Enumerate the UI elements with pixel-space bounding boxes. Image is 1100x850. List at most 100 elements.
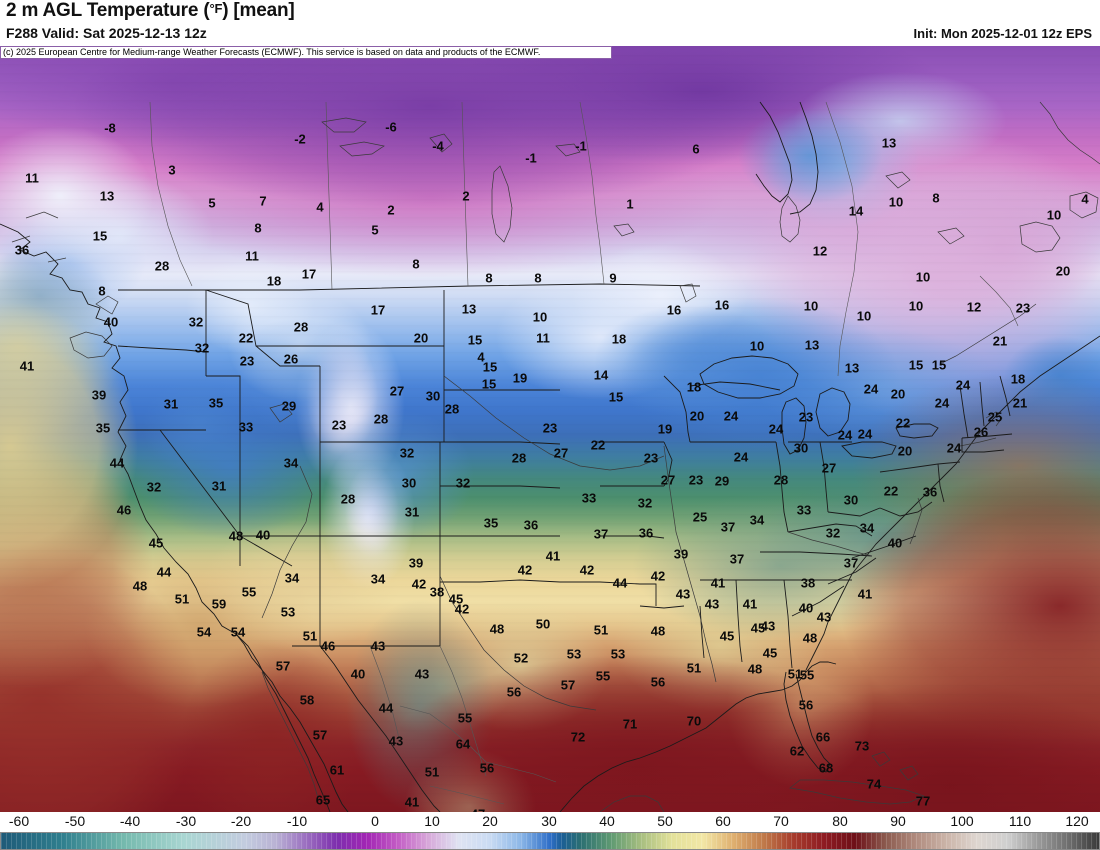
- border-ar-la: [640, 606, 684, 608]
- border-quebec-newbrunswick: [980, 276, 1018, 326]
- border-us-canada: [118, 284, 700, 290]
- colorbar-tick-labels: -60 -50 -40 -30 -20 -10 0 10 20 30 40 50 60 70 80 90 100…: [0, 812, 1100, 832]
- colorbar-tick: 120: [1065, 813, 1089, 829]
- border-ky-il-in-oh: [788, 524, 872, 536]
- lake-great-salt: [270, 404, 292, 422]
- colorbar-tick: 90: [890, 813, 906, 829]
- river-colorado: [262, 466, 312, 618]
- lake-erie: [842, 442, 896, 458]
- attribution-bar: (c) 2025 European Centre for Medium-rang…: [0, 46, 612, 59]
- coastline-inlet-1: [26, 212, 58, 218]
- page-title: 2 m AGL Temperature (°F) [mean]: [6, 0, 295, 22]
- colorbar[interactable]: [0, 832, 1100, 850]
- border-alberta-sask: [326, 102, 332, 290]
- border-il-in: [776, 442, 788, 532]
- lake-nipigon: [680, 284, 696, 302]
- border-in-oh: [820, 442, 828, 512]
- geography-overlay: [0, 46, 1100, 812]
- lake-great-slave: [322, 118, 366, 132]
- coastline-inlet-3: [48, 258, 66, 262]
- coastline-mexico-west: [320, 646, 440, 812]
- valid-time-label: F288 Valid: Sat 2025-12-13 12z: [6, 25, 207, 41]
- coastline-gulf-of-california: [262, 672, 318, 798]
- coastline-inlet-2: [12, 236, 30, 242]
- colorbar-tick: 20: [482, 813, 498, 829]
- river-mississippi: [664, 446, 716, 682]
- colorbar-tick: 100: [950, 813, 974, 829]
- lake-canada-misc-1: [556, 144, 580, 156]
- border-nc-va: [852, 536, 916, 558]
- border-ny-vt-nh: [960, 386, 968, 438]
- colorbar-panel: -60 -50 -40 -30 -20 -10 0 10 20 30 40 50 60 70 80 90 100…: [0, 812, 1100, 850]
- init-time-label: Init: Mon 2025-12-01 12z EPS: [913, 26, 1092, 41]
- border-mexico-states-2: [440, 646, 486, 776]
- colorbar-band-dividers: [1, 833, 1099, 849]
- border-nv-az: [240, 536, 292, 566]
- colorbar-tick: -50: [64, 813, 86, 829]
- page-title-text: 2 m AGL Temperature (: [6, 0, 210, 21]
- coastline-long-island: [960, 438, 996, 446]
- colorbar-tick: 60: [715, 813, 731, 829]
- coastline-baja: [236, 634, 330, 812]
- lake-huron: [816, 388, 850, 436]
- border-nh-me: [1000, 376, 1010, 416]
- border-ga-sc-nc: [792, 586, 844, 616]
- coastline-gulf: [560, 662, 836, 812]
- border-or-nv-id: [206, 376, 240, 430]
- coastline-vancouver-island: [70, 332, 112, 358]
- border-ma-ct-ri: [962, 434, 1012, 438]
- river-ohio: [788, 532, 872, 556]
- colorbar-tick: 110: [1008, 813, 1032, 829]
- coastline-cape-cod: [986, 412, 1002, 426]
- colorbar-tick: 40: [599, 813, 615, 829]
- border-ms-al: [736, 580, 742, 662]
- border-sc-nc: [828, 558, 876, 584]
- border-mexico-states-4: [430, 786, 504, 804]
- coastline-hudson-bay: [756, 102, 792, 202]
- lake-canada-misc-4: [938, 228, 964, 244]
- coastline-bahamas-1: [872, 752, 890, 766]
- border-ca-nv: [160, 430, 240, 566]
- border-la-ms: [700, 606, 704, 658]
- border-ne-ks: [440, 486, 560, 488]
- coastline-bahamas-2: [900, 766, 918, 780]
- border-ny-nj-pa: [938, 464, 944, 502]
- border-ok-tx: [440, 580, 656, 606]
- header: 2 m AGL Temperature (°F) [mean] F288 Val…: [0, 0, 1100, 46]
- border-al-ga: [784, 580, 792, 668]
- border-mo-ar: [600, 536, 664, 538]
- border-mexico-states-1: [400, 706, 486, 762]
- colorbar-tick: -20: [230, 813, 252, 829]
- border-pa-ny: [880, 462, 960, 472]
- lake-superior: [700, 356, 798, 398]
- lake-canada-misc-2: [614, 224, 634, 236]
- temperature-field: [0, 46, 1100, 812]
- map-panel[interactable]: -8 -2 -6 -4 -1 -1 11 13 3 5 7 4 15 8 5 2 2 1 6 13 14 10 8 10 4 36…: [0, 46, 1100, 812]
- lake-ontario: [896, 424, 938, 438]
- colorbar-tick: 0: [371, 813, 379, 829]
- colorbar-tick: 50: [657, 813, 673, 829]
- river-rio-grande: [440, 576, 596, 710]
- border-ct-ny: [962, 438, 1004, 452]
- degree-unit: °F: [209, 1, 223, 16]
- lake-reindeer: [430, 134, 452, 152]
- border-id-mt-wy: [206, 290, 320, 366]
- border-wa-or: [118, 346, 206, 352]
- coastline-newfoundland: [1070, 192, 1098, 218]
- border-oh-wv-pa: [828, 508, 880, 516]
- colorbar-tick: -40: [119, 813, 141, 829]
- border-mn-wi: [664, 376, 690, 442]
- border-sask-manitoba: [462, 102, 468, 286]
- colorbar-tick: 80: [832, 813, 848, 829]
- colorbar-tick: 30: [541, 813, 557, 829]
- coastline-puget: [96, 296, 118, 314]
- coastline-florida: [784, 672, 830, 772]
- border-mexico-states-5: [370, 646, 400, 742]
- colorbar-tick: -60: [8, 813, 30, 829]
- coastline-pacific: [0, 224, 348, 812]
- coastline-yucatan: [600, 796, 664, 812]
- border-ontario-quebec: [826, 102, 858, 376]
- coastline-gulf-st-lawrence: [1020, 222, 1060, 252]
- coastline-labrador: [1040, 102, 1100, 164]
- lake-michigan: [782, 398, 806, 454]
